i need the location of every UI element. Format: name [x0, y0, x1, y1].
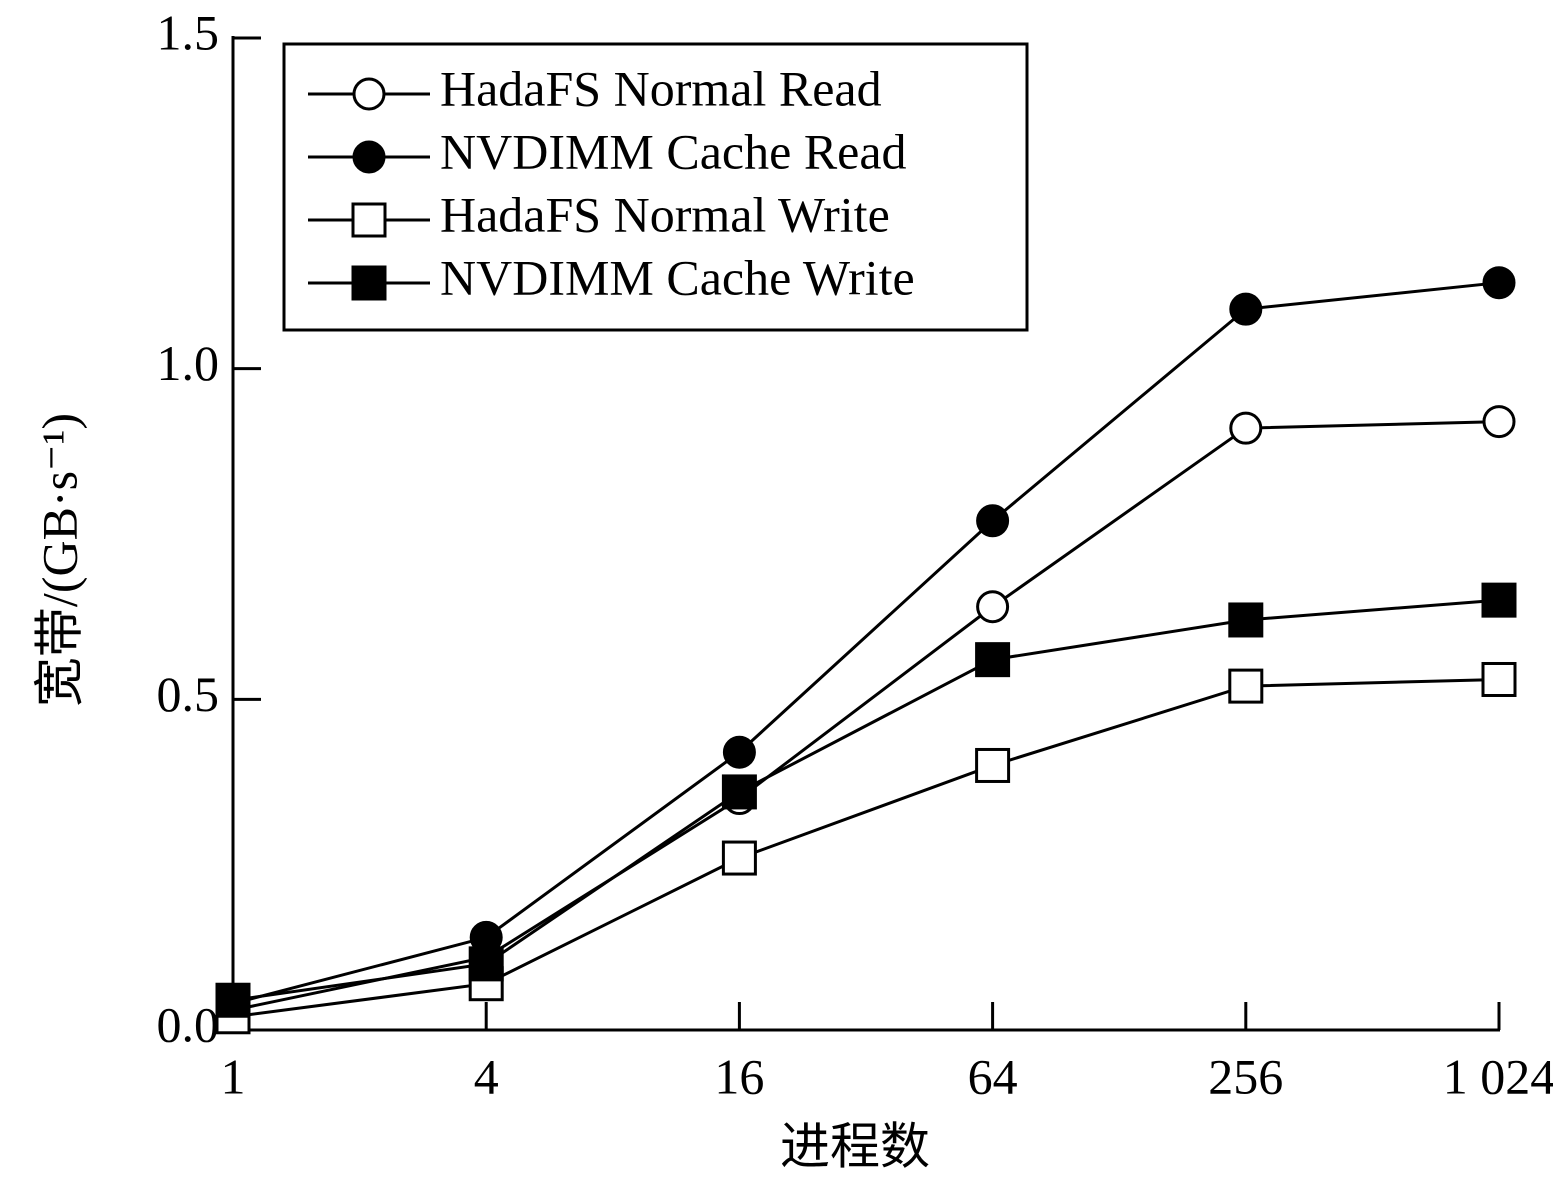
- marker: [468, 946, 504, 982]
- x-axis-label: 进程数: [780, 1118, 930, 1174]
- marker: [1482, 266, 1516, 300]
- series-line: [232, 598, 1500, 1002]
- marker: [1481, 582, 1517, 618]
- legend-marker: [352, 140, 386, 174]
- legend-label: HadaFS Normal Read: [440, 60, 882, 116]
- series-line: [232, 677, 1500, 1019]
- x-tick-label: 1: [221, 1048, 246, 1104]
- marker: [722, 735, 756, 769]
- series-line: [232, 281, 1500, 1005]
- y-tick-label: 0.0: [157, 996, 220, 1052]
- x-tick-label: 64: [968, 1048, 1018, 1104]
- marker: [1229, 411, 1263, 445]
- y-axis-label: 宽带/(GB·s⁻¹): [31, 413, 87, 707]
- marker: [1482, 405, 1516, 439]
- legend-box: [282, 42, 1029, 332]
- legend-label: NVDIMM Cache Write: [440, 249, 915, 305]
- legend-label: HadaFS Normal Write: [440, 186, 890, 242]
- x-tick-label: 256: [1208, 1048, 1283, 1104]
- marker: [721, 840, 757, 876]
- marker: [215, 982, 251, 1018]
- y-tick-label: 1.5: [157, 4, 220, 60]
- marker: [976, 504, 1010, 538]
- x-tick-label: 16: [714, 1048, 764, 1104]
- x-tick-label: 1 024: [1443, 1048, 1553, 1104]
- marker: [721, 774, 757, 810]
- y-tick-label: 0.5: [157, 666, 220, 722]
- marker: [1228, 668, 1264, 704]
- marker: [975, 747, 1011, 783]
- y-tick-label: 1.0: [157, 335, 220, 391]
- x-tick-label: 4: [474, 1048, 499, 1104]
- marker: [1481, 661, 1517, 697]
- marker: [976, 590, 1010, 624]
- marker: [1228, 602, 1264, 638]
- legend-label: NVDIMM Cache Read: [440, 123, 907, 179]
- marker: [975, 642, 1011, 678]
- legend-marker: [351, 265, 387, 301]
- legend-marker: [351, 202, 387, 238]
- marker: [1229, 292, 1263, 326]
- series-line: [232, 420, 1500, 1012]
- legend-marker: [352, 77, 386, 111]
